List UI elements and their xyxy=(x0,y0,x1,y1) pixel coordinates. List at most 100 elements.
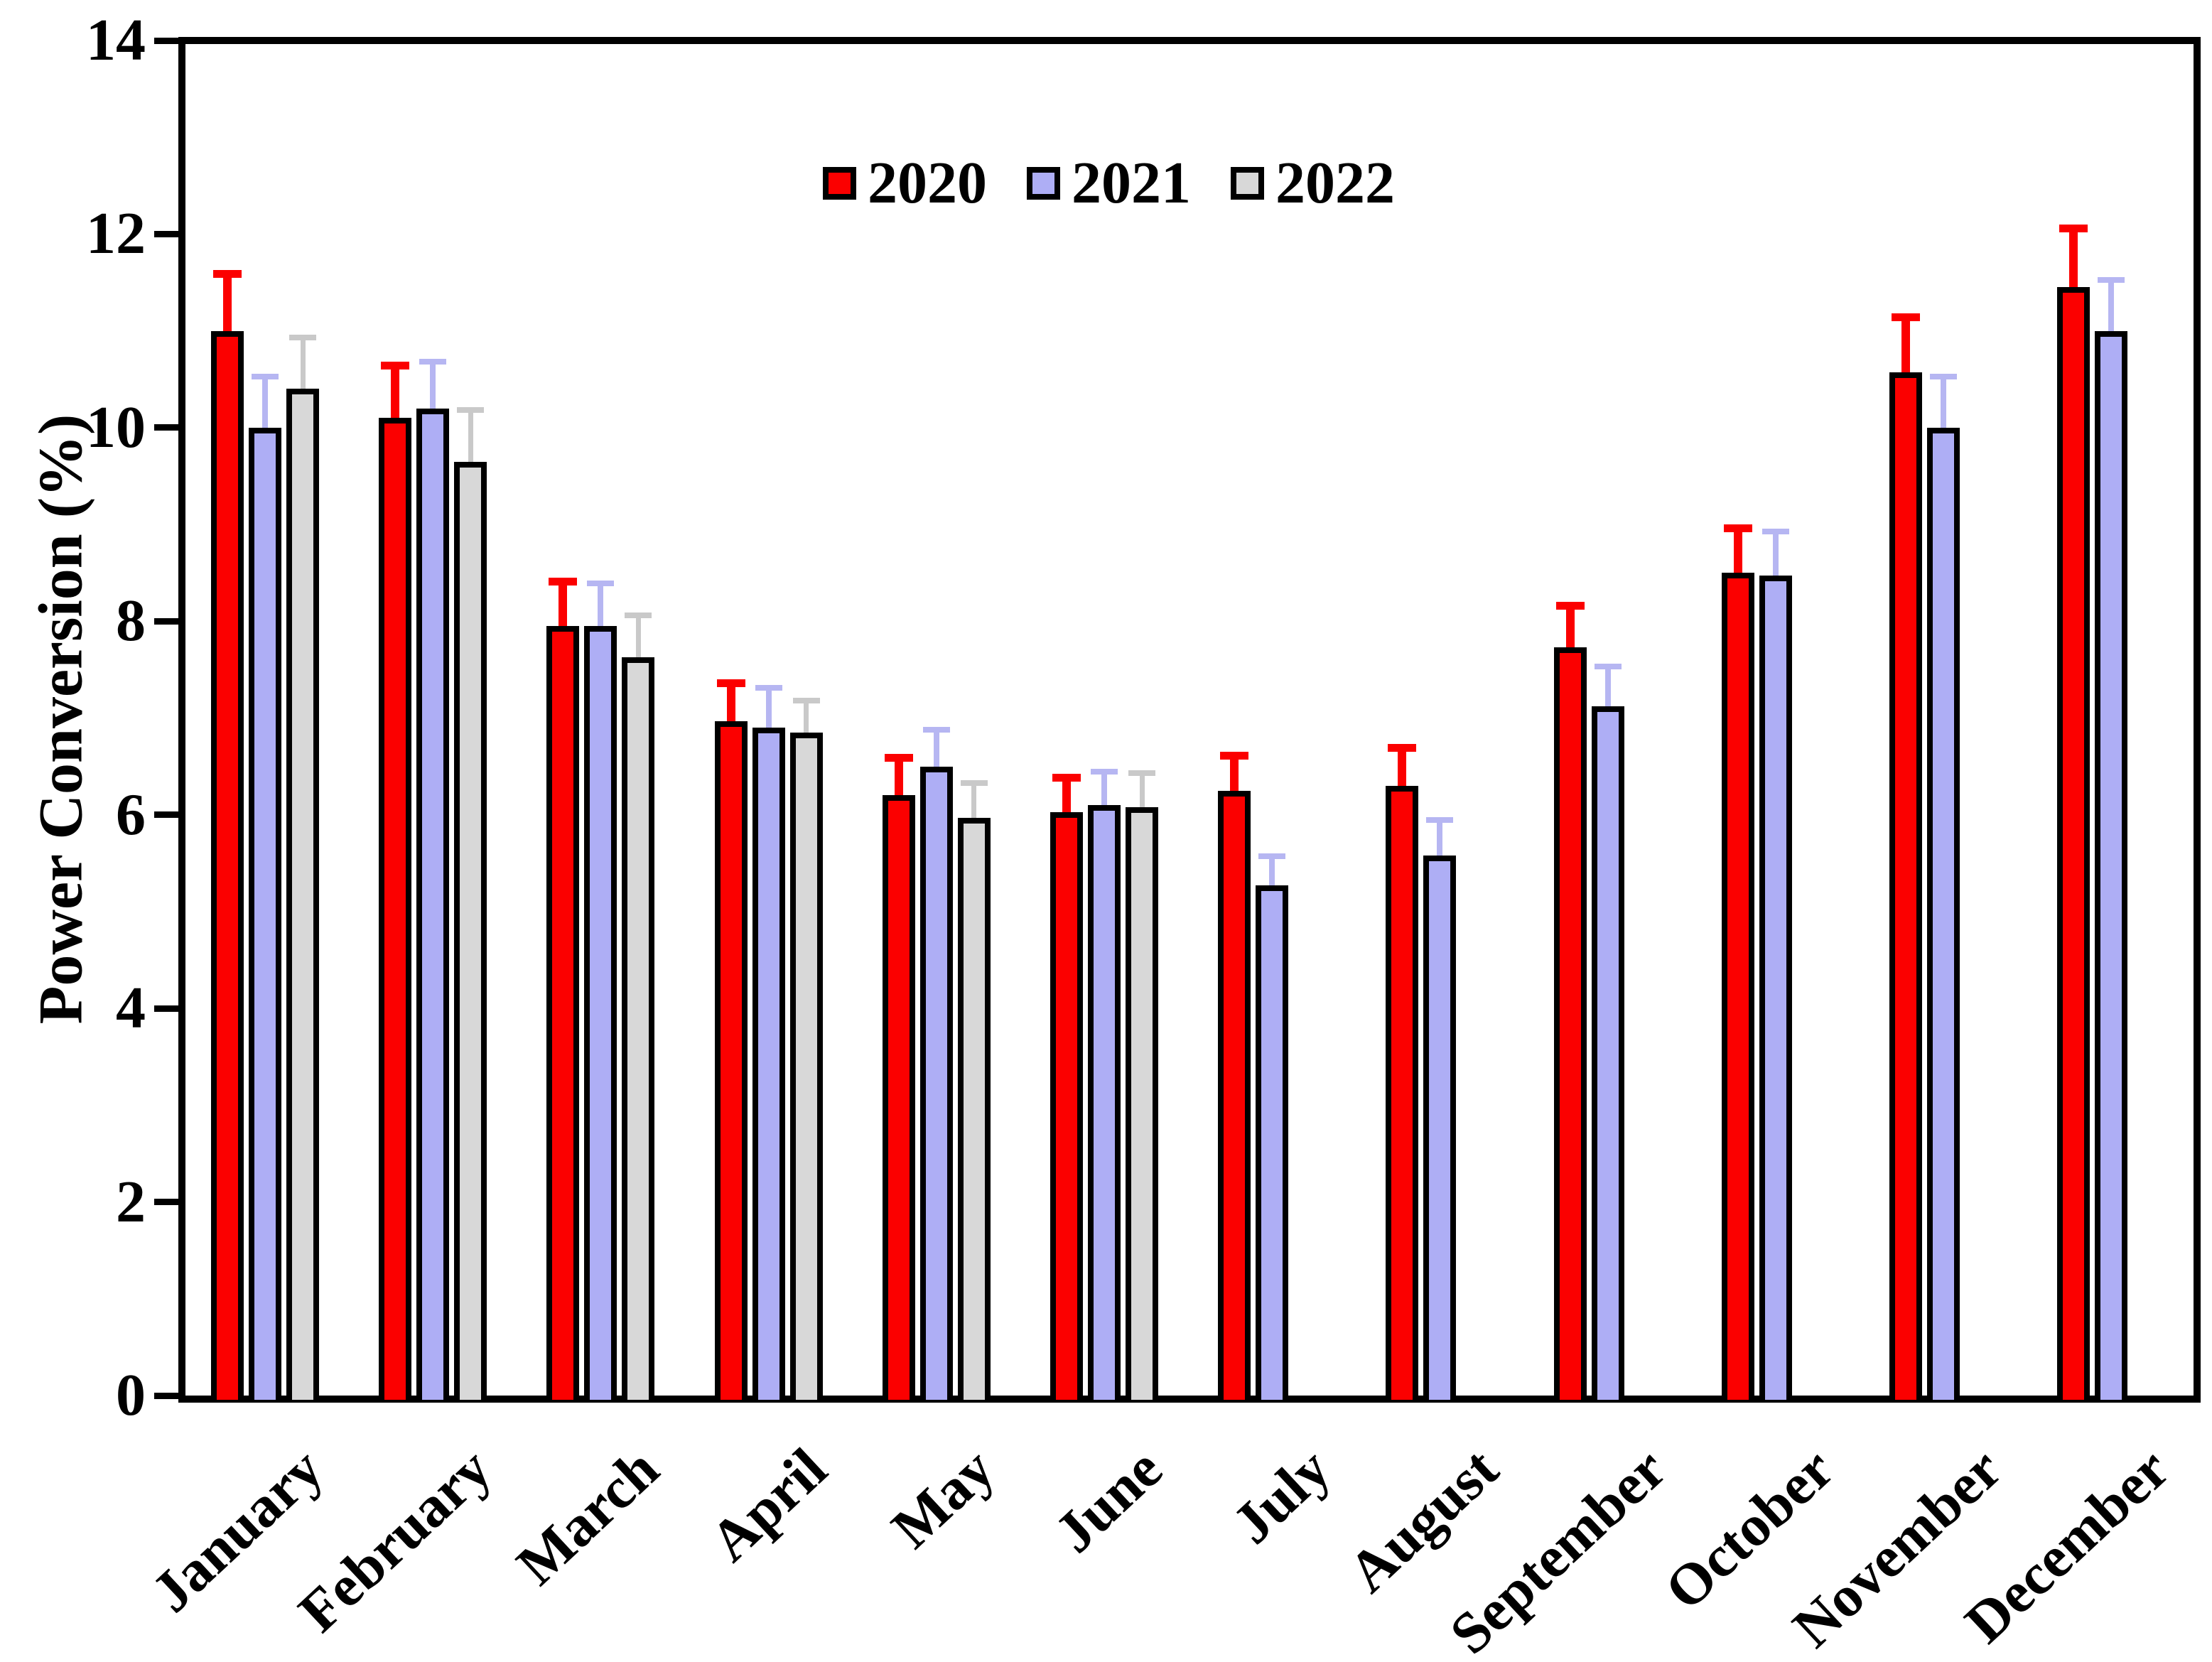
error-bar-cap-2021-february xyxy=(419,359,447,365)
error-bar-cap-2021-november xyxy=(1930,373,1957,379)
y-axis-tick-6 xyxy=(154,811,178,819)
bar-2020-october xyxy=(1721,573,1754,1400)
error-bar-cap-2022-april xyxy=(792,698,820,704)
error-bar-cap-2022-january xyxy=(289,335,316,341)
error-bar-cap-2021-september xyxy=(1594,664,1622,670)
error-bar-stem-2020-february xyxy=(391,369,400,426)
y-axis-title: Power Conversion (%) xyxy=(26,414,96,1025)
x-axis-label-june: June xyxy=(1042,1435,1175,1565)
error-bar-stem-2021-may xyxy=(933,732,939,774)
bar-2020-march xyxy=(546,626,580,1400)
error-bar-stem-2020-april xyxy=(726,686,735,728)
error-bar-stem-2021-february xyxy=(430,365,436,416)
error-bar-stem-2022-april xyxy=(804,703,809,740)
error-bar-stem-2022-june xyxy=(1139,776,1145,814)
error-bar-stem-2020-march xyxy=(559,585,568,634)
y-axis-tick-14 xyxy=(154,37,178,44)
bar-2020-april xyxy=(714,721,748,1400)
x-axis-label-march: March xyxy=(504,1435,671,1597)
error-bar-cap-2021-january xyxy=(252,373,279,379)
bar-2022-may xyxy=(957,817,991,1400)
error-bar-cap-2020-september xyxy=(1555,601,1585,610)
error-bar-cap-2022-march xyxy=(625,613,652,619)
x-axis-label-may: May xyxy=(879,1435,1007,1560)
error-bar-stem-2021-july xyxy=(1269,859,1275,893)
error-bar-cap-2021-march xyxy=(587,581,615,587)
error-bar-cap-2020-december xyxy=(2059,224,2088,232)
error-bar-stem-2020-june xyxy=(1062,782,1071,819)
error-bar-stem-2021-september xyxy=(1604,669,1611,714)
bar-2021-april xyxy=(752,728,785,1400)
legend-swatch-2022 xyxy=(1231,167,1264,200)
legend-item-2021: 2021 xyxy=(1027,153,1191,213)
bar-2020-may xyxy=(882,795,915,1400)
error-bar-stem-2022-may xyxy=(971,785,977,825)
bar-2021-september xyxy=(1591,706,1624,1400)
y-axis-tick-label-6: 6 xyxy=(116,781,146,848)
legend-swatch-2020 xyxy=(823,167,856,200)
y-axis-tick-label-4: 4 xyxy=(116,975,146,1042)
error-bar-stem-2022-march xyxy=(635,618,641,664)
y-axis-tick-label-14: 14 xyxy=(86,7,146,73)
error-bar-stem-2020-december xyxy=(2069,232,2078,295)
error-bar-stem-2021-april xyxy=(765,691,772,735)
y-axis-tick-0 xyxy=(154,1392,178,1399)
error-bar-cap-2020-august xyxy=(1388,744,1417,752)
error-bar-cap-2021-june xyxy=(1091,768,1118,775)
y-axis-tick-12 xyxy=(154,230,178,237)
error-bar-stem-2022-february xyxy=(468,413,473,469)
bar-2022-june xyxy=(1126,806,1158,1400)
error-bar-stem-2020-october xyxy=(1733,531,1742,581)
error-bar-stem-2021-november xyxy=(1941,379,1946,435)
bar-2022-march xyxy=(622,657,655,1400)
bar-2021-january xyxy=(249,427,281,1400)
error-bar-cap-2020-november xyxy=(1892,313,1920,322)
error-bar-cap-2020-october xyxy=(1723,524,1752,532)
bar-2022-january xyxy=(286,389,319,1400)
error-bar-cap-2020-march xyxy=(549,577,578,586)
y-axis-tick-10 xyxy=(154,424,178,431)
error-bar-cap-2021-april xyxy=(755,685,782,691)
bar-2021-october xyxy=(1759,576,1792,1400)
bar-2021-november xyxy=(1927,427,1960,1400)
error-bar-stem-2020-july xyxy=(1230,760,1239,798)
bar-2022-april xyxy=(789,732,823,1400)
y-axis-tick-label-2: 2 xyxy=(116,1168,146,1235)
error-bar-stem-2020-september xyxy=(1565,609,1575,655)
legend-label-2022: 2022 xyxy=(1275,150,1395,216)
bar-2020-september xyxy=(1553,647,1587,1400)
error-bar-cap-2021-july xyxy=(1258,853,1286,860)
y-axis-tick-label-10: 10 xyxy=(86,394,146,460)
bar-2021-july xyxy=(1256,885,1289,1400)
y-axis-tick-label-8: 8 xyxy=(116,588,146,654)
legend-item-2020: 2020 xyxy=(823,153,987,213)
error-bar-cap-2020-june xyxy=(1052,774,1081,782)
bar-2021-august xyxy=(1423,855,1457,1400)
bar-2020-august xyxy=(1386,785,1419,1400)
error-bar-stem-2020-november xyxy=(1901,321,1910,380)
y-axis-tick-8 xyxy=(154,617,178,625)
bar-2021-march xyxy=(584,626,617,1400)
error-bar-cap-2022-june xyxy=(1128,770,1155,777)
error-bar-cap-2021-december xyxy=(2098,276,2125,283)
error-bar-cap-2022-february xyxy=(457,407,485,414)
error-bar-stem-2021-august xyxy=(1437,822,1443,863)
bar-2022-february xyxy=(454,461,487,1400)
x-axis-label-july: July xyxy=(1219,1435,1342,1556)
bar-2021-may xyxy=(919,766,953,1400)
legend-item-2022: 2022 xyxy=(1231,153,1395,213)
x-axis-label-april: April xyxy=(697,1435,839,1574)
legend: 2020 2021 2022 xyxy=(823,153,1395,213)
error-bar-cap-2020-january xyxy=(213,269,242,278)
error-bar-stem-2021-december xyxy=(2108,282,2115,338)
bar-2021-february xyxy=(416,408,450,1400)
bar-2020-november xyxy=(1889,372,1922,1400)
error-bar-stem-2021-june xyxy=(1101,774,1107,813)
error-bar-stem-2020-may xyxy=(894,761,903,803)
error-bar-cap-2022-may xyxy=(960,779,988,786)
bar-2020-june xyxy=(1050,811,1083,1400)
error-bar-stem-2021-october xyxy=(1772,534,1779,583)
error-bar-cap-2021-october xyxy=(1761,528,1789,534)
bar-2020-february xyxy=(379,418,412,1400)
